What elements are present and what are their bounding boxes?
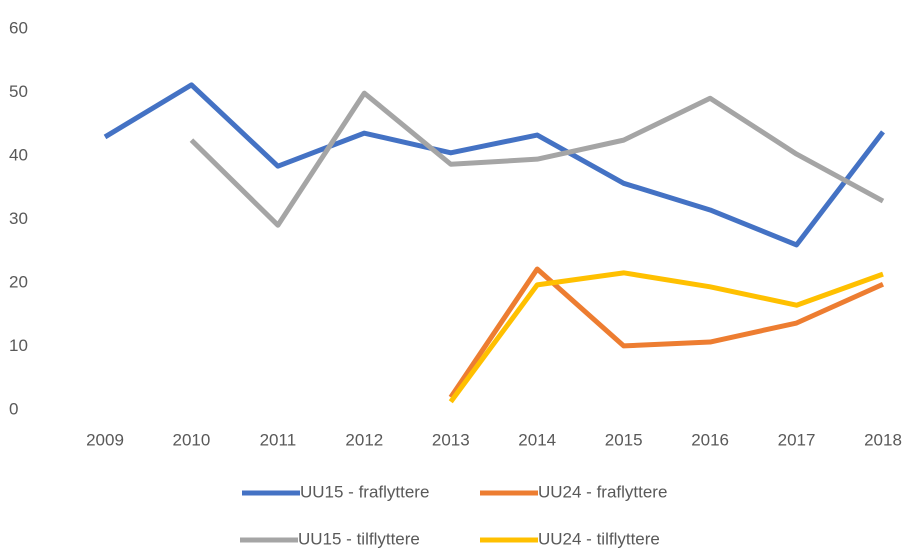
y-tick-label: 60 bbox=[9, 18, 28, 37]
x-tick-label: 2016 bbox=[691, 430, 729, 449]
x-tick-label: 2014 bbox=[518, 430, 556, 449]
legend-label: UU15 - tilflyttere bbox=[298, 529, 420, 548]
y-tick-label: 50 bbox=[9, 82, 28, 101]
series-line bbox=[189, 90, 885, 228]
legend-label: UU24 - tilflyttere bbox=[538, 529, 660, 548]
y-tick-label: 20 bbox=[9, 272, 28, 291]
series-line bbox=[448, 266, 885, 399]
legend-label: UU24 - fraflyttere bbox=[538, 482, 667, 501]
x-tick-label: 2013 bbox=[432, 430, 470, 449]
x-tick-label: 2010 bbox=[173, 430, 211, 449]
y-tick-label: 30 bbox=[9, 209, 28, 228]
series-line bbox=[103, 82, 885, 248]
x-tick-label: 2012 bbox=[345, 430, 383, 449]
y-tick-label: 40 bbox=[9, 145, 28, 164]
series-line bbox=[448, 270, 884, 404]
x-tick-label: 2009 bbox=[86, 430, 124, 449]
y-tick-label: 10 bbox=[9, 336, 28, 355]
x-tick-label: 2017 bbox=[778, 430, 816, 449]
legend-label: UU15 - fraflyttere bbox=[300, 482, 429, 501]
x-tick-label: 2018 bbox=[864, 430, 902, 449]
x-tick-label: 2015 bbox=[605, 430, 643, 449]
y-tick-label: 0 bbox=[9, 399, 18, 418]
x-tick-label: 2011 bbox=[260, 430, 297, 449]
